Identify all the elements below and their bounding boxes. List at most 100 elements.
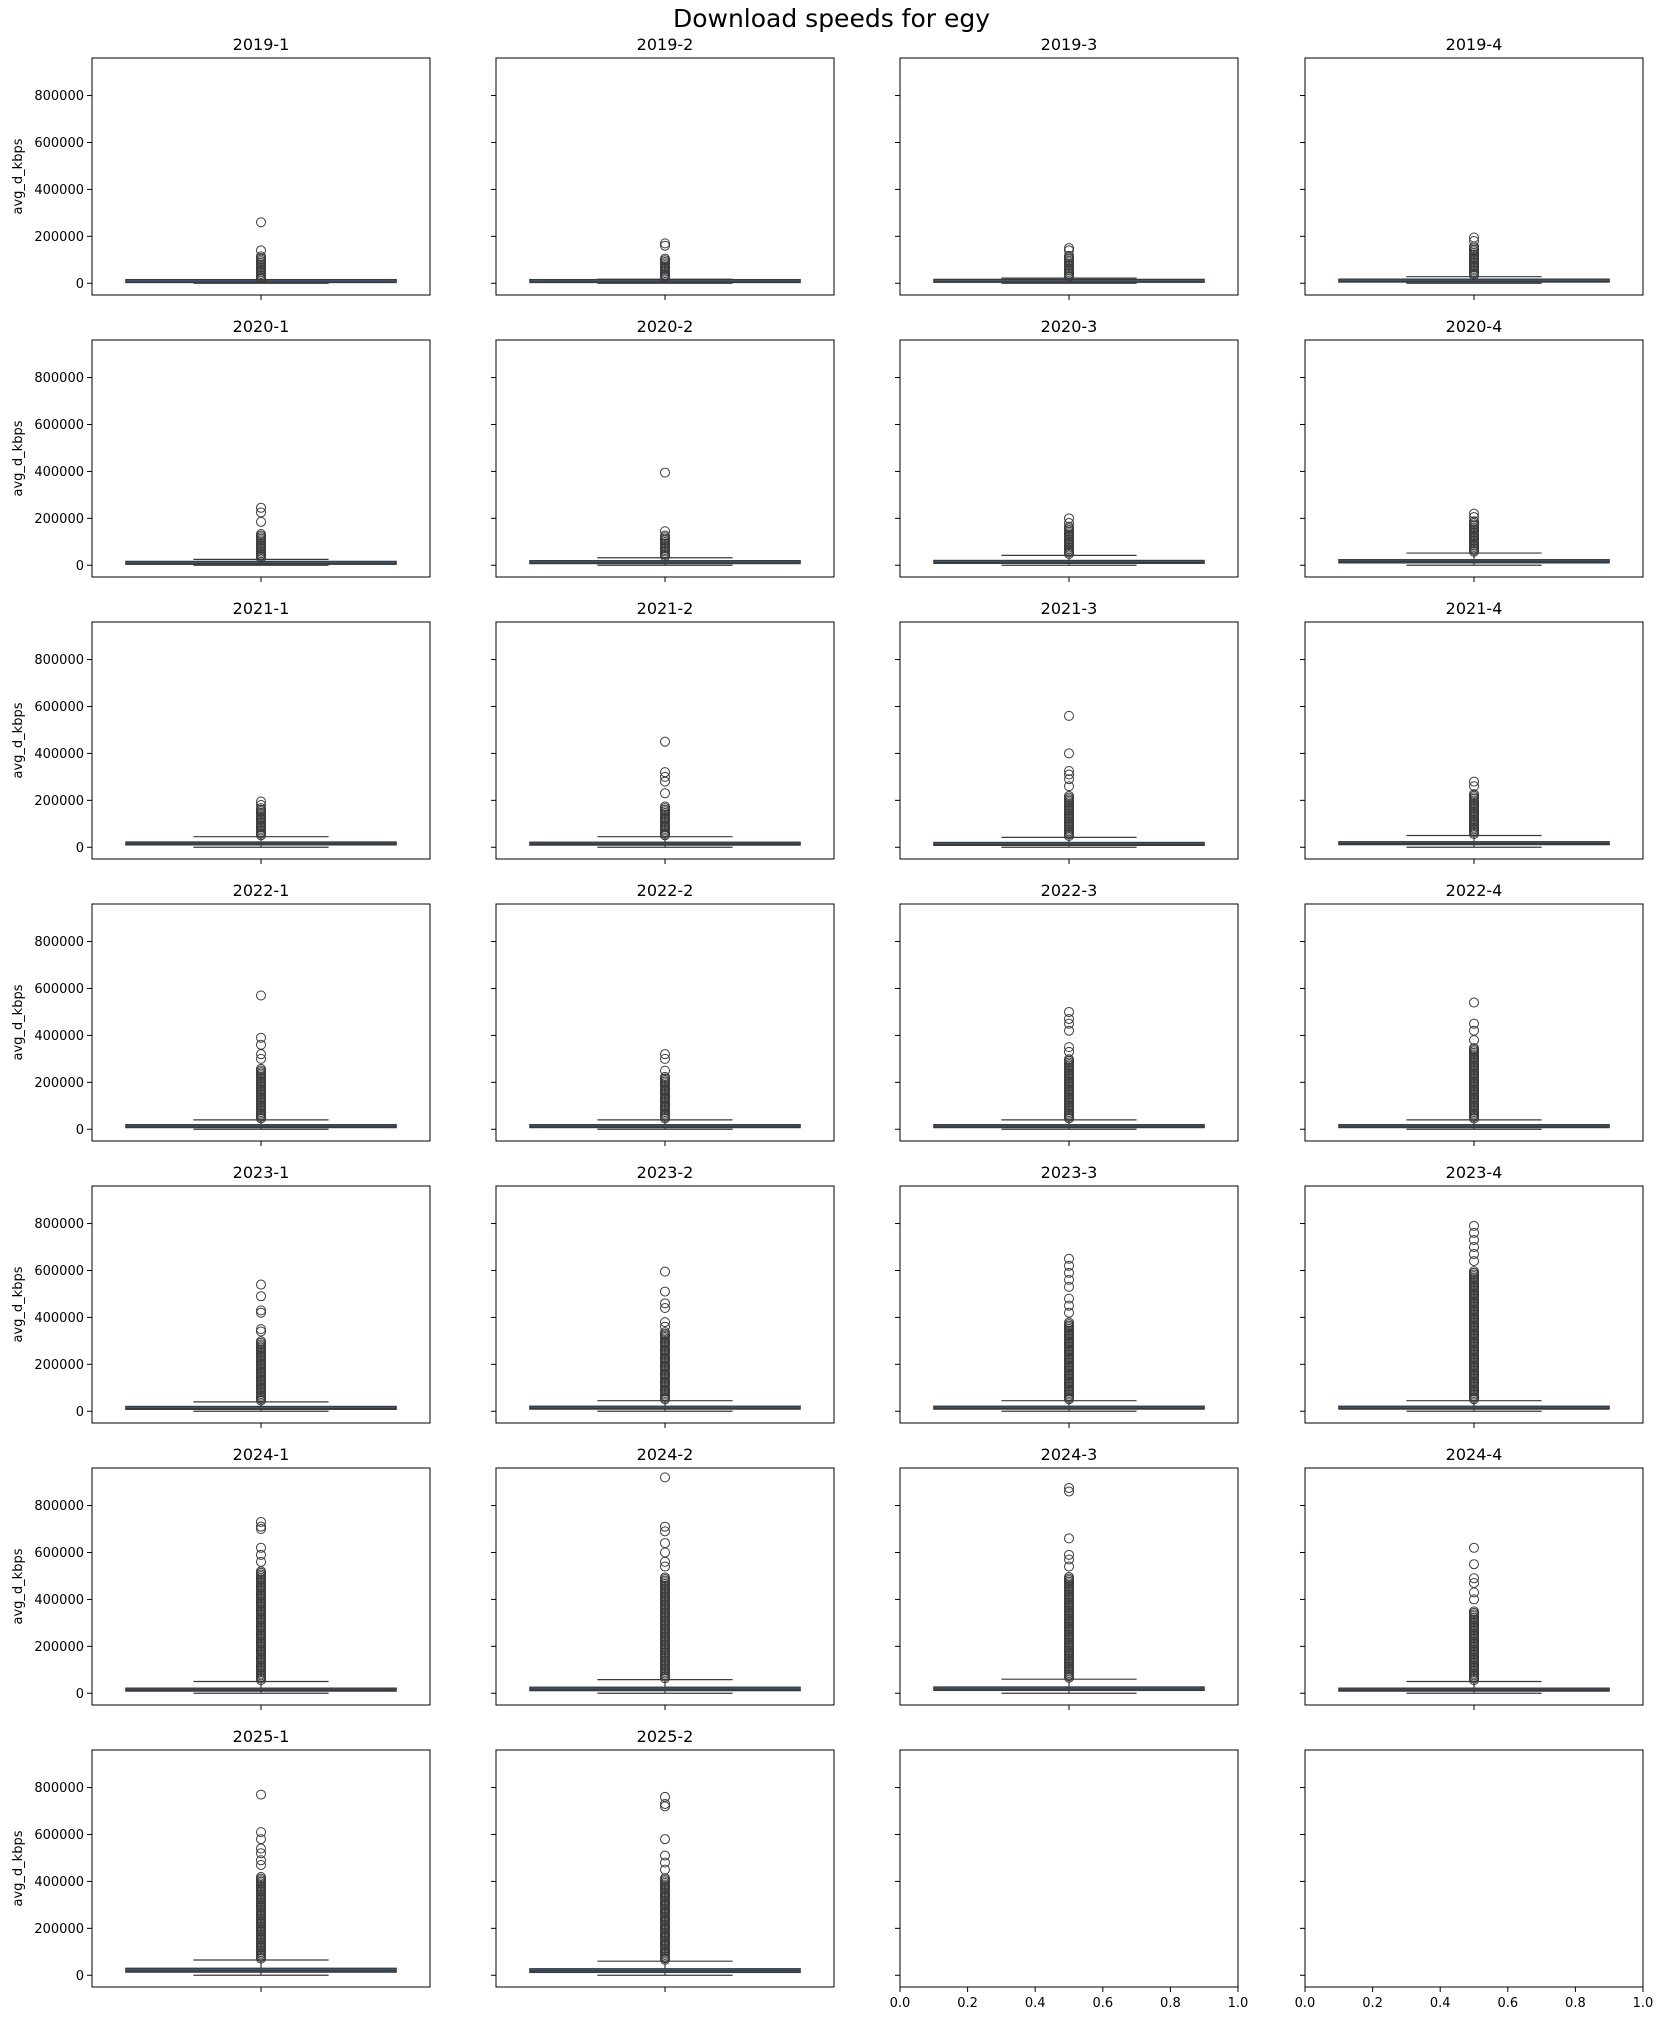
y-tick-label: 200000 [34, 1076, 84, 1091]
outlier-point [1469, 1227, 1479, 1238]
x-tick-label: 0.2 [1362, 1996, 1383, 2011]
figure-title: Download speeds for egy [672, 4, 991, 33]
outlier-point [256, 1556, 266, 1567]
outlier-point [256, 1521, 266, 1532]
outlier-point [660, 1049, 670, 1060]
outlier-point [660, 467, 670, 478]
subplot-17: 0 200000 400000 600000 800000 avg_d_kbps 2023-… [11, 1163, 431, 1428]
outlier-point [1064, 1307, 1074, 1318]
outlier-point [1469, 1025, 1479, 1036]
outlier-point [256, 1516, 266, 1527]
outlier-point [660, 736, 670, 747]
outlier-point [660, 1321, 670, 1332]
subplot-title: 2024-3 [1041, 1445, 1098, 1464]
outlier-point [1469, 516, 1479, 527]
outlier-point [256, 502, 266, 513]
y-tick-label: 0 [76, 1969, 84, 1984]
y-tick-label: 600000 [34, 982, 84, 997]
outlier-point [256, 528, 266, 539]
subplot-26: 2025-2 [491, 1727, 835, 1992]
outlier-point [1469, 1573, 1479, 1584]
outlier-point [1469, 1249, 1479, 1260]
x-tick-label: 0.6 [1092, 1996, 1113, 2011]
subplot-title: 2021-4 [1446, 599, 1503, 618]
y-tick-label: 400000 [34, 1593, 84, 1608]
outlier-point [1469, 1256, 1479, 1267]
outlier-point [256, 217, 266, 228]
outlier-point [1469, 1018, 1479, 1029]
outlier-point [256, 1848, 266, 1859]
subplot-title: 2023-4 [1446, 1163, 1503, 1182]
outlier-point [660, 1572, 670, 1583]
subplot-9: 0 200000 400000 600000 800000 avg_d_kbps 2021-… [11, 599, 431, 864]
outlier-point [660, 1864, 670, 1875]
outlier-point [660, 1791, 670, 1802]
subplot-title: 2019-2 [637, 35, 694, 54]
y-tick-label: 0 [76, 841, 84, 856]
x-tick-label: 1.0 [1633, 1996, 1654, 2011]
outlier-point [1064, 1046, 1074, 1057]
outlier-point [660, 1303, 670, 1314]
subplot-6: 2020-2 [491, 317, 835, 582]
x-tick-label: 0.8 [1160, 1996, 1181, 2011]
y-tick-label: 0 [76, 1123, 84, 1138]
outlier-point [1469, 1542, 1479, 1553]
subplot-22: 2024-2 [491, 1445, 835, 1710]
outlier-point [1064, 1260, 1074, 1271]
y-tick-label: 0 [76, 1405, 84, 1420]
outlier-point [1064, 1018, 1074, 1029]
outlier-point [1064, 1533, 1074, 1544]
outlier-point [1064, 1006, 1074, 1017]
outlier-point [256, 1549, 266, 1560]
outlier-point [1064, 1549, 1074, 1560]
outlier-point [660, 253, 670, 264]
y-tick-label: 600000 [34, 136, 84, 151]
subplot-28: 0.0 0.2 0.4 0.6 0.8 1.0 [1295, 1749, 1654, 2011]
y-axis-label: avg_d_kbps [11, 138, 26, 214]
outlier-point [1064, 710, 1074, 721]
outlier-point [1064, 1486, 1074, 1497]
outlier-point [660, 1071, 670, 1082]
y-axis-label: avg_d_kbps [11, 984, 26, 1060]
subplot-title: 2024-1 [233, 1445, 290, 1464]
subplot-16: 2022-4 [1300, 881, 1644, 1146]
outlier-point [1469, 1577, 1479, 1588]
outlier-point [1469, 1594, 1479, 1605]
x-tick-label: 0.0 [1295, 1996, 1316, 2011]
outlier-point [1469, 236, 1479, 247]
subplot-1: 0 200000 400000 600000 800000 avg_d_kbps 2019-… [11, 35, 431, 300]
outlier-point [1064, 1571, 1074, 1582]
subplot-25: 0 200000 400000 600000 800000 avg_d_kbps 2025-… [11, 1727, 431, 1992]
outlier-point [1064, 1042, 1074, 1053]
outlier-point [256, 251, 266, 262]
subplot-title: 2019-3 [1041, 35, 1098, 54]
subplot-title: 2022-3 [1041, 881, 1098, 900]
outlier-point [1064, 245, 1074, 256]
outlier-point [256, 1032, 266, 1043]
outlier-point [660, 1857, 670, 1868]
y-tick-label: 800000 [34, 1781, 84, 1796]
subplot-19: 2023-3 [895, 1163, 1239, 1428]
outlier-point [660, 1317, 670, 1328]
outlier-point [660, 1286, 670, 1297]
outlier-point [256, 1834, 266, 1845]
outlier-point [1064, 1561, 1074, 1572]
outlier-point [660, 767, 670, 778]
outlier-point [1064, 1482, 1074, 1493]
outlier-point [256, 1324, 266, 1335]
outlier-point [660, 1298, 670, 1309]
outlier-point [660, 240, 670, 251]
outlier-point [256, 507, 266, 518]
outlier-point [660, 1526, 670, 1537]
outlier-point [1469, 508, 1479, 519]
outlier-point [256, 1789, 266, 1800]
subplot-title: 2021-1 [233, 599, 290, 618]
y-tick-label: 600000 [34, 1546, 84, 1561]
outlier-point [1064, 521, 1074, 532]
outlier-point [1064, 1025, 1074, 1036]
outlier-point [660, 1834, 670, 1845]
y-tick-label: 0 [76, 1687, 84, 1702]
outlier-point [256, 990, 266, 1001]
outlier-point [1469, 776, 1479, 787]
